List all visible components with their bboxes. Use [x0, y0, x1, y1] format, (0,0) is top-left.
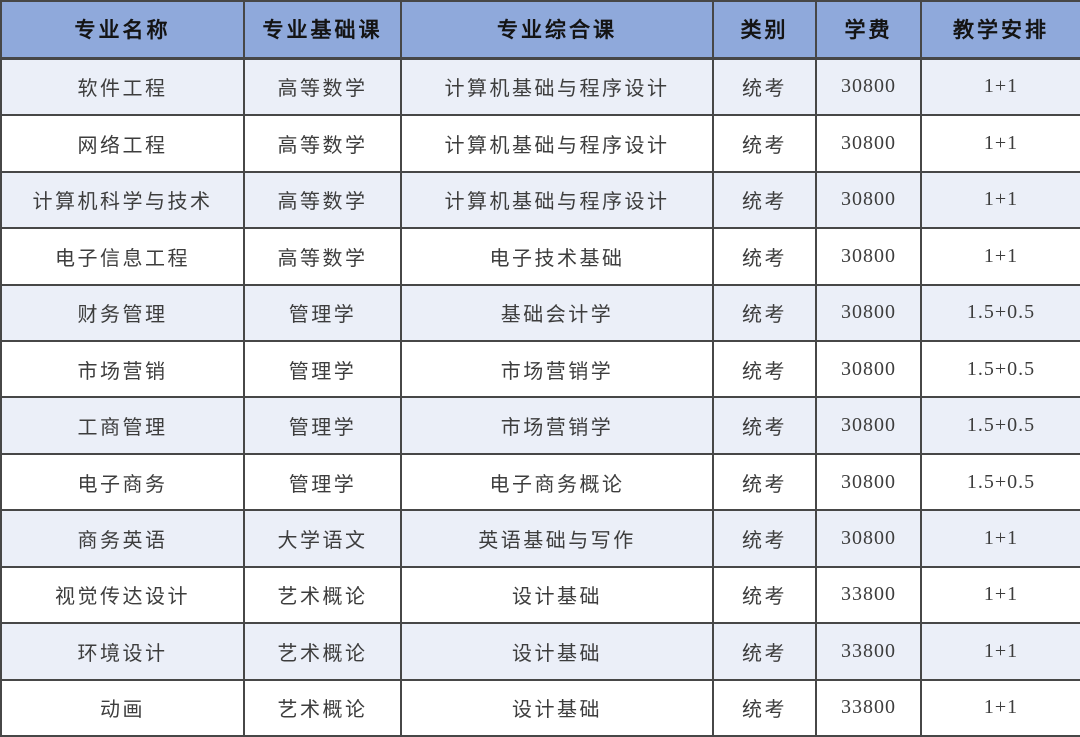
table-row: 环境设计 艺术概论 设计基础 统考 33800 1+1: [0, 622, 1080, 681]
cell-category: 统考: [712, 622, 817, 681]
cell-basic_course: 艺术概论: [243, 678, 402, 737]
table-header: 专业名称 专业基础课 专业综合课 类别 学费 教学安排: [0, 0, 1080, 60]
cell-tuition: 33800: [815, 678, 922, 737]
cell-comprehensive_course: 设计基础: [400, 622, 714, 681]
cell-schedule: 1+1: [920, 170, 1080, 230]
cell-basic_course: 高等数学: [243, 170, 402, 230]
cell-comprehensive_course: 英语基础与写作: [400, 509, 714, 568]
cell-category: 统考: [712, 170, 817, 230]
cell-comprehensive_course: 电子商务概论: [400, 452, 714, 512]
column-header-basic_course: 专业基础课: [243, 0, 402, 60]
cell-major: 计算机科学与技术: [0, 170, 245, 230]
cell-tuition: 30800: [815, 396, 922, 455]
column-header-category: 类别: [712, 0, 817, 60]
cell-tuition: 33800: [815, 622, 922, 681]
cell-schedule: 1+1: [920, 114, 1080, 173]
cell-basic_course: 管理学: [243, 452, 402, 512]
cell-basic_course: 高等数学: [243, 114, 402, 173]
cell-schedule: 1+1: [920, 227, 1080, 286]
cell-schedule: 1+1: [920, 622, 1080, 681]
cell-basic_course: 管理学: [243, 340, 402, 399]
cell-basic_course: 艺术概论: [243, 622, 402, 681]
cell-category: 统考: [712, 452, 817, 512]
cell-schedule: 1+1: [920, 565, 1080, 625]
cell-tuition: 30800: [815, 170, 922, 230]
cell-major: 电子信息工程: [0, 227, 245, 286]
cell-category: 统考: [712, 340, 817, 399]
cell-major: 电子商务: [0, 452, 245, 512]
cell-schedule: 1+1: [920, 509, 1080, 568]
table-row: 视觉传达设计 艺术概论 设计基础 统考 33800 1+1: [0, 565, 1080, 625]
cell-tuition: 30800: [815, 509, 922, 568]
table-row: 商务英语 大学语文 英语基础与写作 统考 30800 1+1: [0, 509, 1080, 568]
cell-tuition: 30800: [815, 283, 922, 343]
cell-comprehensive_course: 电子技术基础: [400, 227, 714, 286]
cell-comprehensive_course: 计算机基础与程序设计: [400, 170, 714, 230]
cell-tuition: 30800: [815, 340, 922, 399]
table-row: 财务管理 管理学 基础会计学 统考 30800 1.5+0.5: [0, 283, 1080, 343]
cell-category: 统考: [712, 283, 817, 343]
column-header-major: 专业名称: [0, 0, 245, 60]
column-header-schedule: 教学安排: [920, 0, 1080, 60]
table-row: 工商管理 管理学 市场营销学 统考 30800 1.5+0.5: [0, 396, 1080, 455]
cell-major: 视觉传达设计: [0, 565, 245, 625]
cell-major: 环境设计: [0, 622, 245, 681]
table-row: 计算机科学与技术 高等数学 计算机基础与程序设计 统考 30800 1+1: [0, 170, 1080, 230]
cell-basic_course: 高等数学: [243, 227, 402, 286]
cell-category: 统考: [712, 396, 817, 455]
table-row: 电子商务 管理学 电子商务概论 统考 30800 1.5+0.5: [0, 452, 1080, 512]
cell-basic_course: 艺术概论: [243, 565, 402, 625]
table-row: 动画 艺术概论 设计基础 统考 33800 1+1: [0, 678, 1080, 737]
cell-comprehensive_course: 市场营销学: [400, 340, 714, 399]
table-row: 电子信息工程 高等数学 电子技术基础 统考 30800 1+1: [0, 227, 1080, 286]
cell-schedule: 1+1: [920, 56, 1080, 117]
cell-basic_course: 高等数学: [243, 56, 402, 117]
cell-tuition: 30800: [815, 56, 922, 117]
cell-category: 统考: [712, 114, 817, 173]
cell-basic_course: 管理学: [243, 396, 402, 455]
cell-comprehensive_course: 计算机基础与程序设计: [400, 114, 714, 173]
cell-schedule: 1.5+0.5: [920, 340, 1080, 399]
cell-comprehensive_course: 设计基础: [400, 678, 714, 737]
cell-schedule: 1.5+0.5: [920, 396, 1080, 455]
cell-category: 统考: [712, 565, 817, 625]
cell-comprehensive_course: 基础会计学: [400, 283, 714, 343]
table-row: 市场营销 管理学 市场营销学 统考 30800 1.5+0.5: [0, 340, 1080, 399]
cell-comprehensive_course: 计算机基础与程序设计: [400, 56, 714, 117]
cell-tuition: 30800: [815, 452, 922, 512]
column-header-comprehensive_course: 专业综合课: [400, 0, 714, 60]
cell-category: 统考: [712, 678, 817, 737]
cell-schedule: 1+1: [920, 678, 1080, 737]
cell-tuition: 33800: [815, 565, 922, 625]
cell-category: 统考: [712, 56, 817, 117]
header-row: 专业名称 专业基础课 专业综合课 类别 学费 教学安排: [0, 0, 1080, 60]
cell-major: 市场营销: [0, 340, 245, 399]
cell-tuition: 30800: [815, 114, 922, 173]
cell-tuition: 30800: [815, 227, 922, 286]
cell-basic_course: 管理学: [243, 283, 402, 343]
cell-comprehensive_course: 设计基础: [400, 565, 714, 625]
cell-category: 统考: [712, 509, 817, 568]
cell-basic_course: 大学语文: [243, 509, 402, 568]
cell-comprehensive_course: 市场营销学: [400, 396, 714, 455]
cell-major: 软件工程: [0, 56, 245, 117]
table-body: 软件工程 高等数学 计算机基础与程序设计 统考 30800 1+1 网络工程 高等数学 计算机基…: [0, 56, 1080, 737]
table-row: 网络工程 高等数学 计算机基础与程序设计 统考 30800 1+1: [0, 114, 1080, 173]
cell-category: 统考: [712, 227, 817, 286]
cell-major: 动画: [0, 678, 245, 737]
cell-schedule: 1.5+0.5: [920, 283, 1080, 343]
cell-major: 财务管理: [0, 283, 245, 343]
cell-schedule: 1.5+0.5: [920, 452, 1080, 512]
cell-major: 网络工程: [0, 114, 245, 173]
cell-major: 商务英语: [0, 509, 245, 568]
column-header-tuition: 学费: [815, 0, 922, 60]
table-row: 软件工程 高等数学 计算机基础与程序设计 统考 30800 1+1: [0, 56, 1080, 117]
cell-major: 工商管理: [0, 396, 245, 455]
